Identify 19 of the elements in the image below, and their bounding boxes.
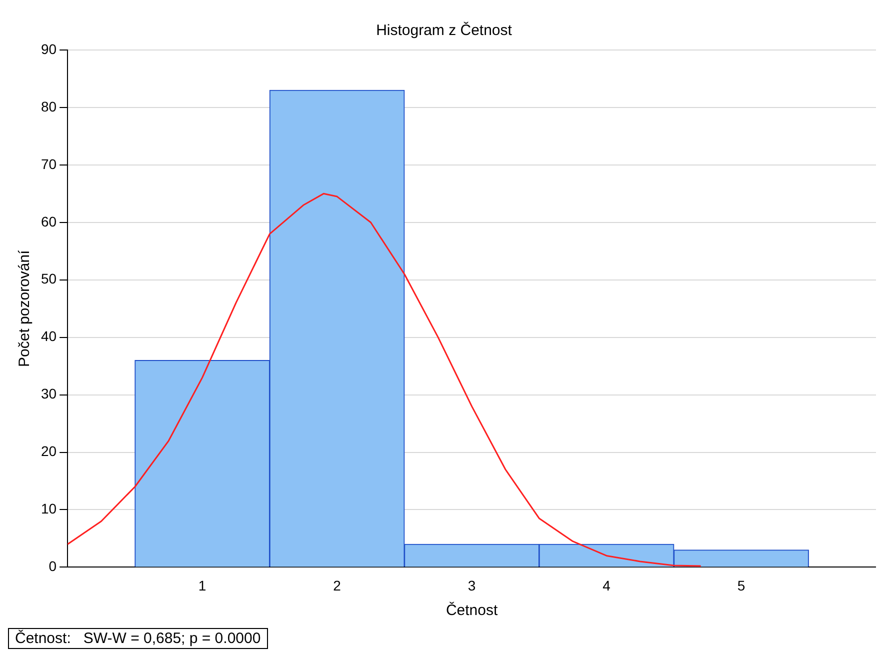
y-tick-label: 20 xyxy=(40,443,57,460)
y-tick-label: 80 xyxy=(40,98,57,114)
x-tick-label: 1 xyxy=(198,577,206,594)
x-tick-label: 4 xyxy=(602,577,611,594)
y-tick-label: 0 xyxy=(48,558,57,574)
y-tick-label: 70 xyxy=(40,156,57,172)
x-tick-label: 2 xyxy=(333,577,342,594)
y-tick-label: 90 xyxy=(40,40,57,57)
chart-title: Histogram z Četnost xyxy=(376,21,513,40)
text: Četnost: SW-W = 0,685; p = 0.0000 xyxy=(8,628,268,649)
y-tick-label: 40 xyxy=(40,328,57,344)
x-tick-label: 5 xyxy=(737,577,746,594)
y-tick-label: 10 xyxy=(40,500,57,517)
y-tick-label: 50 xyxy=(40,270,57,287)
x-axis-title: Četnost xyxy=(446,601,498,620)
y-tick-label: 60 xyxy=(40,213,57,230)
x-tick-label: 3 xyxy=(468,577,476,594)
y-axis-title: Počet pozorování xyxy=(16,249,34,367)
y-tick-label: 30 xyxy=(40,386,57,402)
